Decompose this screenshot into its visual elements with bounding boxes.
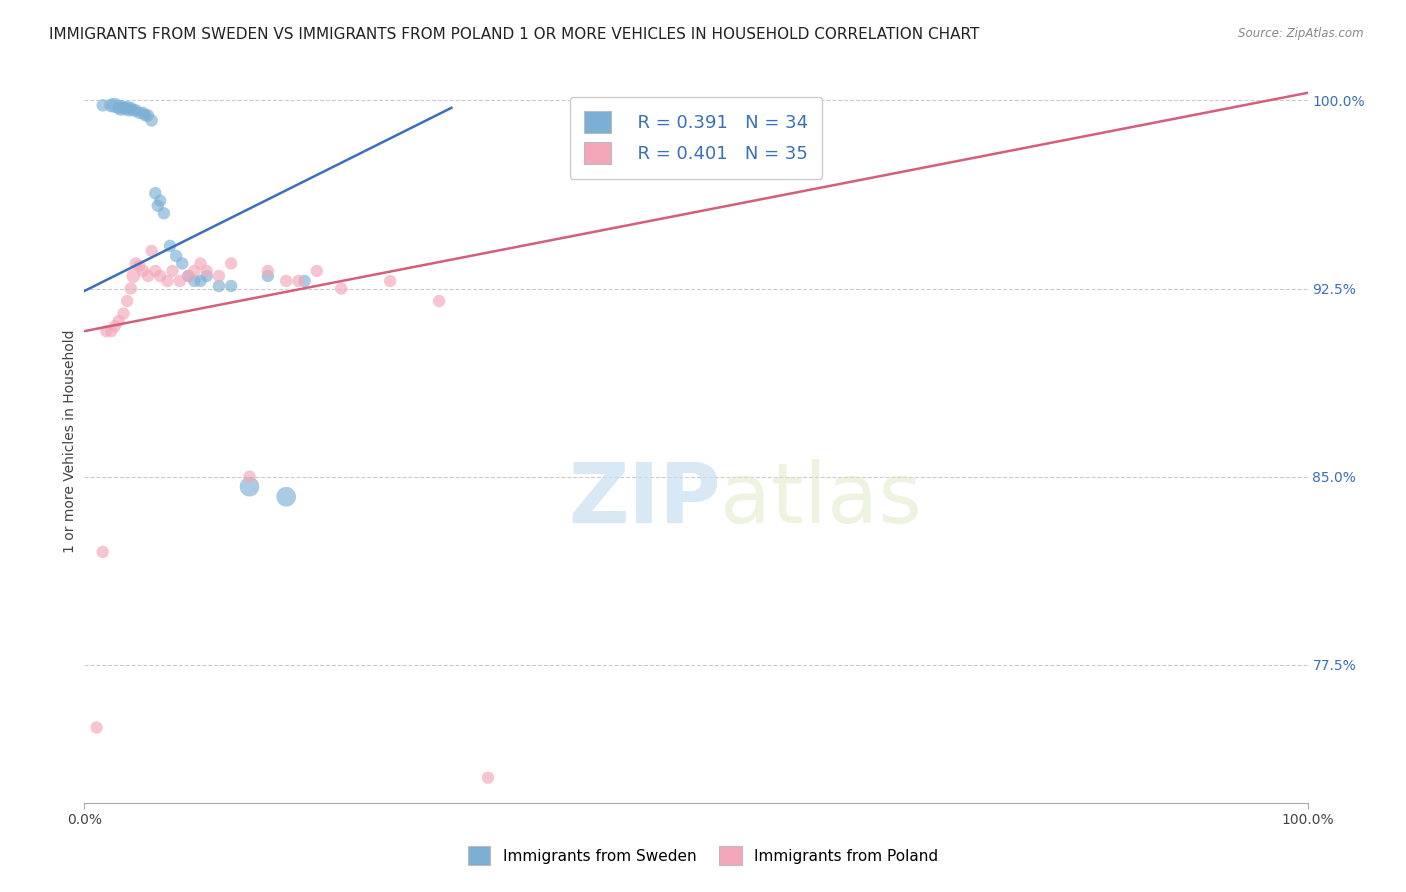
Point	[117, 103, 139, 118]
Point	[153, 206, 176, 220]
Point	[183, 264, 205, 278]
Point	[125, 256, 148, 270]
Point	[146, 199, 169, 213]
Point	[427, 293, 450, 308]
Point	[141, 244, 163, 258]
Point	[294, 274, 316, 288]
Point	[169, 274, 191, 288]
Point	[172, 256, 194, 270]
Point	[238, 469, 260, 483]
Point	[120, 281, 142, 295]
Point	[125, 103, 148, 118]
Point	[107, 314, 129, 328]
Point	[380, 274, 402, 288]
Point	[149, 194, 172, 208]
Point	[100, 324, 122, 338]
Point	[159, 239, 181, 253]
Point	[122, 103, 145, 118]
Point	[112, 307, 135, 321]
Text: IMMIGRANTS FROM SWEDEN VS IMMIGRANTS FROM POLAND 1 OR MORE VEHICLES IN HOUSEHOLD: IMMIGRANTS FROM SWEDEN VS IMMIGRANTS FRO…	[49, 27, 980, 42]
Legend: Immigrants from Sweden, Immigrants from Poland: Immigrants from Sweden, Immigrants from …	[461, 840, 945, 871]
Point	[162, 264, 184, 278]
Point	[115, 101, 138, 115]
Point	[91, 98, 114, 112]
Point	[330, 281, 353, 295]
Point	[141, 113, 163, 128]
Point	[104, 98, 127, 112]
Point	[165, 249, 187, 263]
Point	[115, 293, 138, 308]
Point	[112, 101, 135, 115]
Point	[276, 490, 298, 504]
Point	[135, 108, 157, 122]
Point	[177, 268, 200, 283]
Point	[120, 101, 142, 115]
Point	[128, 106, 150, 120]
Point	[195, 264, 218, 278]
Point	[257, 264, 280, 278]
Point	[177, 268, 200, 283]
Point	[149, 268, 172, 283]
Legend:   R = 0.391   N = 34,   R = 0.401   N = 35: R = 0.391 N = 34, R = 0.401 N = 35	[569, 96, 823, 178]
Point	[156, 274, 179, 288]
Point	[190, 256, 212, 270]
Point	[219, 256, 242, 270]
Point	[143, 264, 166, 278]
Point	[136, 108, 159, 122]
Point	[132, 106, 155, 120]
Point	[195, 268, 218, 283]
Point	[183, 274, 205, 288]
Point	[287, 274, 309, 288]
Point	[96, 324, 118, 338]
Point	[100, 98, 122, 112]
Point	[208, 268, 231, 283]
Point	[104, 319, 127, 334]
Y-axis label: 1 or more Vehicles in Household: 1 or more Vehicles in Household	[63, 330, 77, 553]
Point	[305, 264, 328, 278]
Text: ZIP: ZIP	[568, 458, 720, 540]
Point	[86, 721, 108, 735]
Point	[257, 268, 280, 283]
Point	[132, 264, 155, 278]
Point	[208, 279, 231, 293]
Point	[190, 274, 212, 288]
Point	[114, 101, 136, 115]
Point	[110, 101, 132, 115]
Point	[122, 268, 145, 283]
Point	[477, 771, 499, 785]
Text: atlas: atlas	[720, 458, 922, 540]
Point	[238, 480, 260, 494]
Point	[143, 186, 166, 201]
Point	[136, 268, 159, 283]
Text: Source: ZipAtlas.com: Source: ZipAtlas.com	[1239, 27, 1364, 40]
Point	[107, 101, 129, 115]
Point	[91, 545, 114, 559]
Point	[276, 274, 298, 288]
Point	[219, 279, 242, 293]
Point	[128, 259, 150, 273]
